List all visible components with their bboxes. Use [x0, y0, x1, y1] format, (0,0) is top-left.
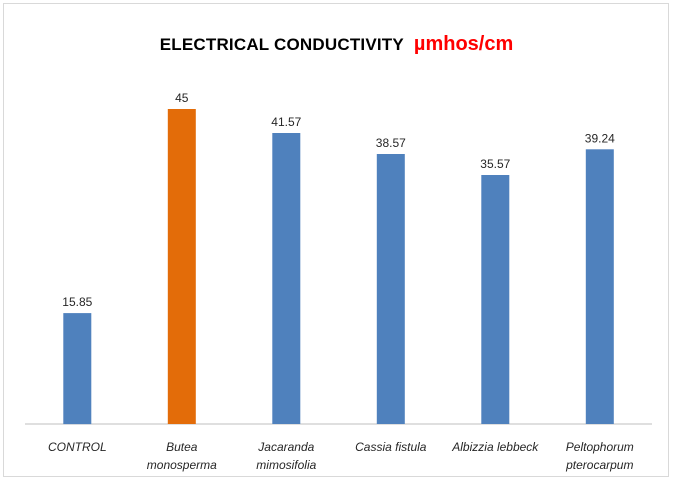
category-label-3-line-1: Jacaranda [257, 440, 314, 454]
bar-5 [481, 175, 510, 424]
category-label-2-line-2: monosperma [147, 458, 217, 472]
data-label-4: 38.57 [376, 136, 406, 150]
chart-title: ELECTRICAL CONDUCTIVITY µmhos/cm [0, 30, 673, 60]
category-label-5: Albizzia lebbeck [451, 440, 539, 454]
data-label-1: 15.85 [62, 295, 92, 309]
data-label-3: 41.57 [271, 115, 301, 129]
data-label-5: 35.57 [480, 157, 510, 171]
category-label-4: Cassia fistula [355, 440, 427, 454]
category-label-6-line-2: pterocarpum [565, 458, 633, 472]
bar-4 [376, 154, 405, 424]
category-label-1: CONTROL [48, 440, 107, 454]
chart-area [3, 3, 669, 477]
bar-6 [585, 149, 614, 425]
bar-2 [167, 109, 196, 424]
data-label-6: 39.24 [585, 131, 615, 145]
bar-1 [63, 313, 92, 425]
bar-3 [272, 133, 301, 424]
chart-title-text: ELECTRICAL CONDUCTIVITY [159, 35, 404, 54]
category-label-3-line-2: mimosifolia [256, 458, 316, 472]
chart-title-unit: µmhos/cm [413, 33, 514, 55]
category-label-2-line-1: Butea [166, 440, 198, 454]
category-label-6-line-1: Peltophorum [566, 440, 634, 454]
data-label-2: 45 [175, 91, 189, 105]
